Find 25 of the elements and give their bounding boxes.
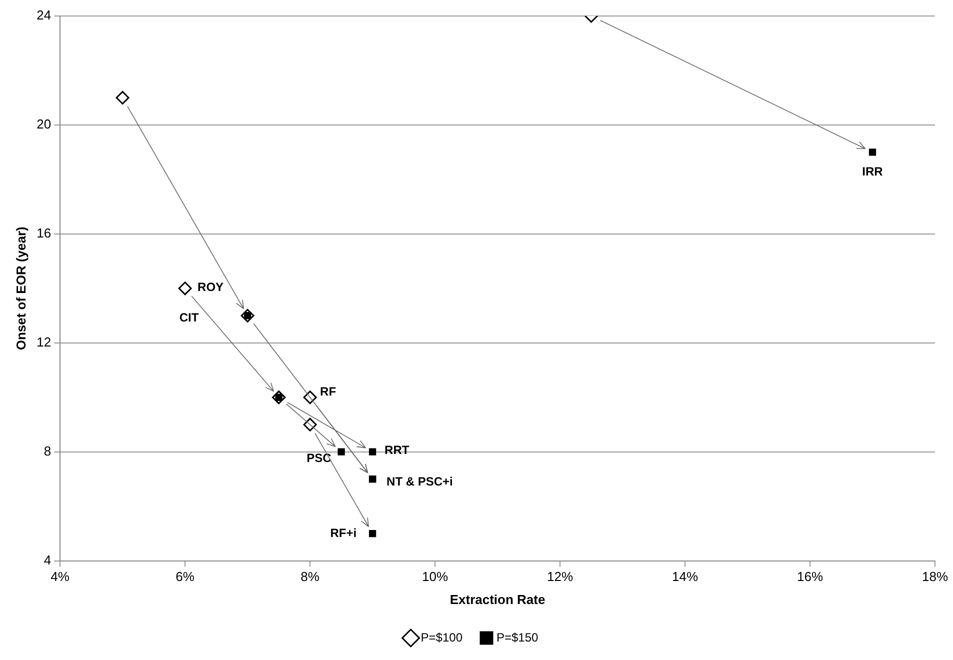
annotation: RF xyxy=(320,384,336,399)
annotation: CIT xyxy=(179,310,200,325)
annotation: RRT xyxy=(384,443,410,458)
x-tick-label: 8% xyxy=(300,569,320,584)
annotation: NT & PSC+i xyxy=(386,474,453,488)
legend-label: P=$150 xyxy=(496,630,539,644)
x-tick-label: 16% xyxy=(796,569,824,584)
annotation: RF+i xyxy=(330,526,357,540)
x-tick-label: 14% xyxy=(672,569,698,584)
y-tick-label: 24 xyxy=(36,8,52,23)
x-tick-label: 18% xyxy=(922,569,948,584)
y-axis-title: Onset of EOR (year) xyxy=(13,226,28,350)
y-tick-label: 4 xyxy=(44,552,52,568)
x-axis-title: Extraction Rate xyxy=(450,592,546,607)
x-tick-label: 12% xyxy=(547,569,574,584)
legend-label: P=$100 xyxy=(420,630,463,644)
y-tick-label: 8 xyxy=(44,443,52,458)
annotation: IRR xyxy=(862,164,884,179)
x-tick-label: 4% xyxy=(50,569,70,584)
x-tick-label: 6% xyxy=(176,569,195,584)
y-tick-label: 20 xyxy=(36,116,52,132)
y-tick-label: 12 xyxy=(36,334,52,350)
annotation: ROY xyxy=(198,280,224,294)
y-tick-label: 16 xyxy=(36,226,52,240)
x-tick-label: 10% xyxy=(422,569,448,584)
